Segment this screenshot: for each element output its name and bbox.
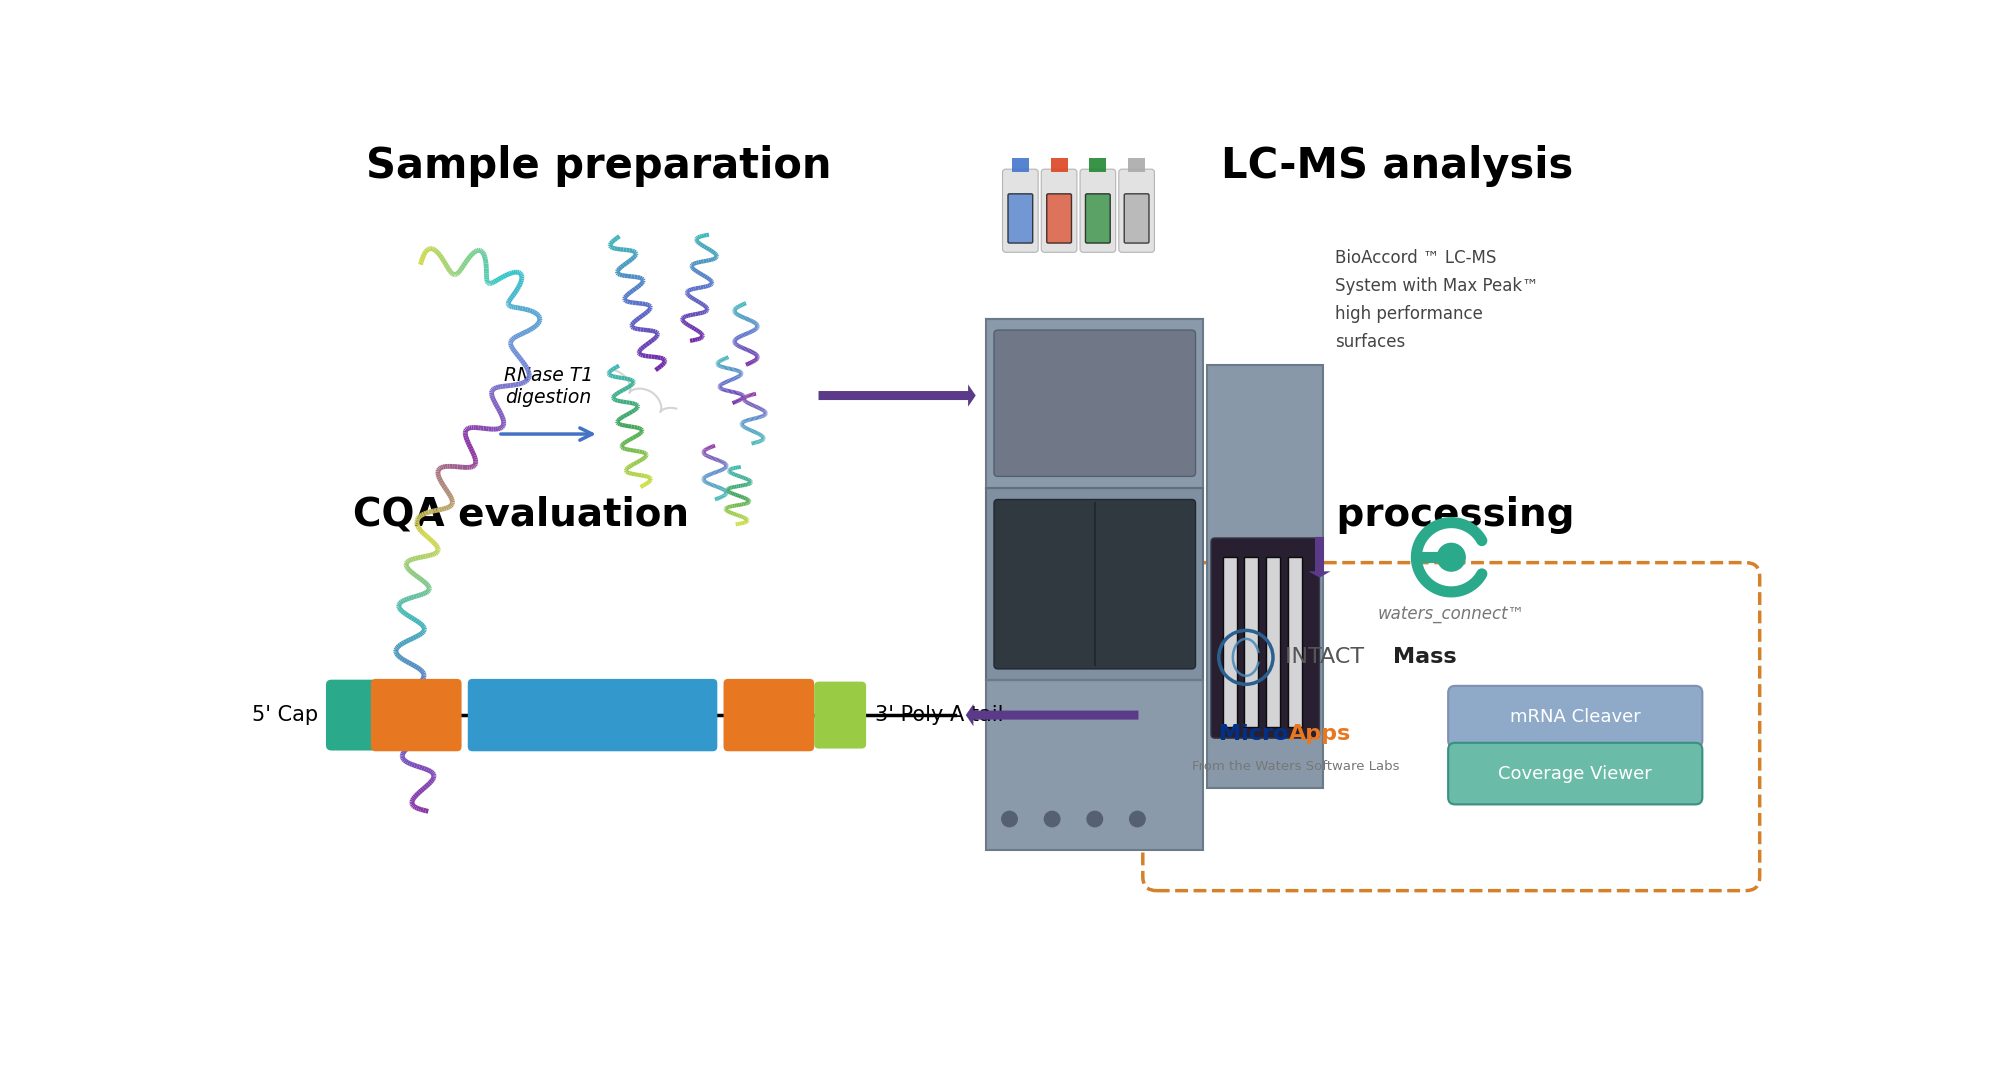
FancyBboxPatch shape [1118, 169, 1154, 252]
FancyBboxPatch shape [1244, 557, 1258, 726]
FancyBboxPatch shape [1288, 557, 1302, 726]
Text: Micro: Micro [1220, 724, 1288, 745]
FancyBboxPatch shape [1266, 557, 1280, 726]
Circle shape [1002, 811, 1018, 826]
FancyBboxPatch shape [1222, 557, 1236, 726]
Bar [1128, 158, 1146, 172]
Circle shape [1130, 811, 1146, 826]
Text: RNase T1
digestion: RNase T1 digestion [504, 366, 592, 407]
FancyBboxPatch shape [1080, 169, 1116, 252]
Text: Data processing: Data processing [1220, 496, 1574, 534]
FancyBboxPatch shape [326, 680, 378, 751]
Text: ORF: ORF [566, 703, 620, 727]
FancyBboxPatch shape [1208, 365, 1324, 789]
Text: BioAccord ™ LC-MS
System with Max Peak™
high performance
surfaces: BioAccord ™ LC-MS System with Max Peak™ … [1336, 250, 1538, 351]
Text: 5'
UTR: 5' UTR [396, 696, 436, 735]
FancyBboxPatch shape [986, 318, 1204, 487]
FancyBboxPatch shape [1448, 742, 1702, 805]
FancyBboxPatch shape [1142, 563, 1760, 891]
FancyBboxPatch shape [1002, 169, 1038, 252]
FancyBboxPatch shape [1046, 194, 1072, 243]
FancyBboxPatch shape [1086, 194, 1110, 243]
FancyBboxPatch shape [724, 679, 814, 751]
FancyBboxPatch shape [1008, 194, 1032, 243]
Text: Sample preparation: Sample preparation [366, 145, 832, 187]
FancyBboxPatch shape [1042, 169, 1076, 252]
Text: CQA evaluation: CQA evaluation [354, 496, 690, 534]
FancyBboxPatch shape [468, 679, 718, 751]
Circle shape [1438, 543, 1466, 571]
FancyBboxPatch shape [1448, 685, 1702, 748]
FancyBboxPatch shape [370, 679, 462, 751]
Text: mRNA Cleaver: mRNA Cleaver [1510, 708, 1640, 725]
Bar [1090, 158, 1106, 172]
Text: Mass: Mass [1394, 648, 1456, 667]
Text: 3' Poly A tail: 3' Poly A tail [876, 705, 1004, 725]
FancyBboxPatch shape [994, 330, 1196, 477]
Bar [1012, 158, 1028, 172]
Text: INTACT: INTACT [1284, 648, 1370, 667]
Text: LC-MS analysis: LC-MS analysis [1220, 145, 1574, 187]
Bar [1050, 158, 1068, 172]
FancyBboxPatch shape [986, 487, 1204, 680]
Text: 3'
UTR: 3' UTR [750, 696, 788, 735]
Text: 5' Cap: 5' Cap [252, 705, 318, 725]
FancyBboxPatch shape [814, 681, 866, 749]
Text: From the Waters Software Labs: From the Waters Software Labs [1192, 760, 1400, 773]
FancyBboxPatch shape [1124, 194, 1148, 243]
FancyBboxPatch shape [994, 499, 1196, 669]
Circle shape [1044, 811, 1060, 826]
Text: waters_connect™: waters_connect™ [1378, 605, 1524, 623]
Text: Apps: Apps [1288, 724, 1350, 745]
FancyBboxPatch shape [1212, 538, 1320, 738]
Text: Coverage Viewer: Coverage Viewer [1498, 765, 1652, 782]
Circle shape [1088, 811, 1102, 826]
FancyBboxPatch shape [986, 680, 1204, 850]
